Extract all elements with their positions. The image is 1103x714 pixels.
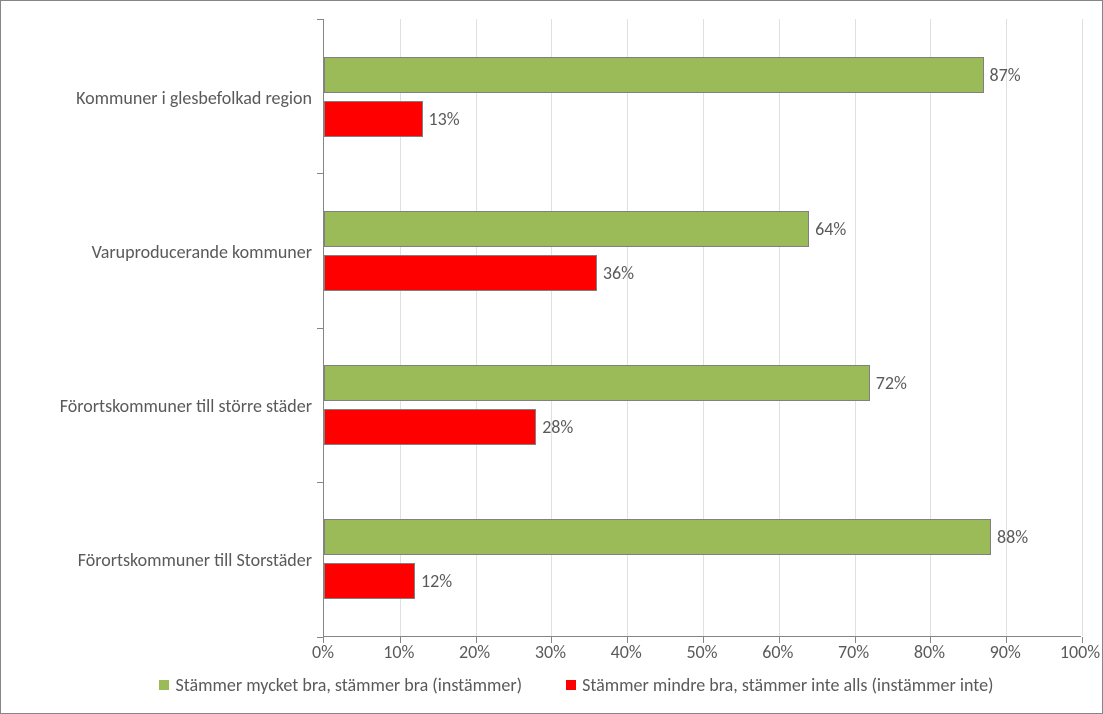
x-axis-label: 80% — [904, 641, 954, 663]
bar-value-label: 64% — [809, 211, 846, 247]
x-axis-label: 60% — [753, 641, 803, 663]
x-axis-label: 70% — [829, 641, 879, 663]
y-tick — [317, 328, 323, 329]
legend-swatch-icon — [159, 680, 169, 690]
y-axis-label: Varuproducerande kommuner — [12, 241, 312, 263]
bar-series-1-cat-3 — [324, 563, 415, 599]
legend-item: Stämmer mindre bra, stämmer inte alls (i… — [566, 674, 993, 696]
grid-line — [1082, 19, 1083, 636]
bar-series-0-cat-2 — [324, 365, 870, 401]
y-axis-label: Kommuner i glesbefolkad region — [12, 87, 312, 109]
x-axis-label: 30% — [525, 641, 575, 663]
legend: Stämmer mycket bra, stämmer bra (instämm… — [71, 671, 1082, 699]
legend-item: Stämmer mycket bra, stämmer bra (instämm… — [159, 674, 522, 696]
x-axis-label: 50% — [677, 641, 727, 663]
y-axis-label: Förortskommuner till Storstäder — [12, 549, 312, 571]
legend-swatch-icon — [566, 680, 576, 690]
bar-value-label: 72% — [870, 365, 907, 401]
bar-series-0-cat-3 — [324, 519, 991, 555]
bar-series-0-cat-1 — [324, 211, 809, 247]
x-axis-label: 90% — [980, 641, 1030, 663]
bar-value-label: 13% — [423, 101, 460, 137]
bar-series-0-cat-0 — [324, 57, 984, 93]
x-axis-label: 100% — [1055, 641, 1103, 663]
x-axis-label: 10% — [374, 641, 424, 663]
legend-label: Stämmer mycket bra, stämmer bra (instämm… — [175, 674, 522, 696]
y-tick — [317, 173, 323, 174]
y-axis-label: Förortskommuner till större städer — [12, 395, 312, 417]
bar-value-label: 28% — [536, 409, 573, 445]
x-axis-label: 0% — [298, 641, 348, 663]
bar-series-1-cat-1 — [324, 255, 597, 291]
y-tick — [317, 637, 323, 638]
y-tick — [317, 482, 323, 483]
bar-series-1-cat-0 — [324, 101, 423, 137]
bar-value-label: 12% — [415, 563, 452, 599]
y-tick — [317, 19, 323, 20]
bar-series-1-cat-2 — [324, 409, 536, 445]
x-axis-label: 20% — [450, 641, 500, 663]
plot-area: 87% 13% 64% 36% 72% 28% 88% 12% — [323, 19, 1081, 637]
x-axis-label: 40% — [601, 641, 651, 663]
bar-value-label: 88% — [991, 519, 1028, 555]
bar-value-label: 87% — [984, 57, 1021, 93]
legend-label: Stämmer mindre bra, stämmer inte alls (i… — [582, 674, 993, 696]
chart-container: 87% 13% 64% 36% 72% 28% 88% 12% Kommuner… — [0, 0, 1103, 714]
bar-value-label: 36% — [597, 255, 634, 291]
